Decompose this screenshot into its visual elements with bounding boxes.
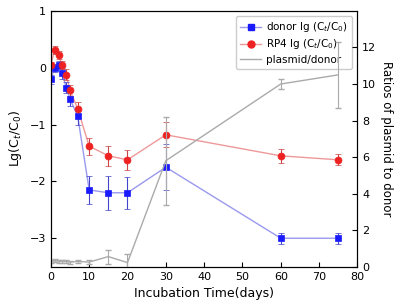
Legend: donor lg (C$_t$/C$_0$), RP4 lg (C$_t$/C$_0$), plasmid/donor: donor lg (C$_t$/C$_0$), RP4 lg (C$_t$/C$… <box>236 16 352 69</box>
Y-axis label: Ratios of plasmid to donor: Ratios of plasmid to donor <box>380 61 393 216</box>
X-axis label: Incubation Time(days): Incubation Time(days) <box>134 287 274 300</box>
Y-axis label: Lg(C$_t$/C$_0$): Lg(C$_t$/C$_0$) <box>7 110 24 167</box>
